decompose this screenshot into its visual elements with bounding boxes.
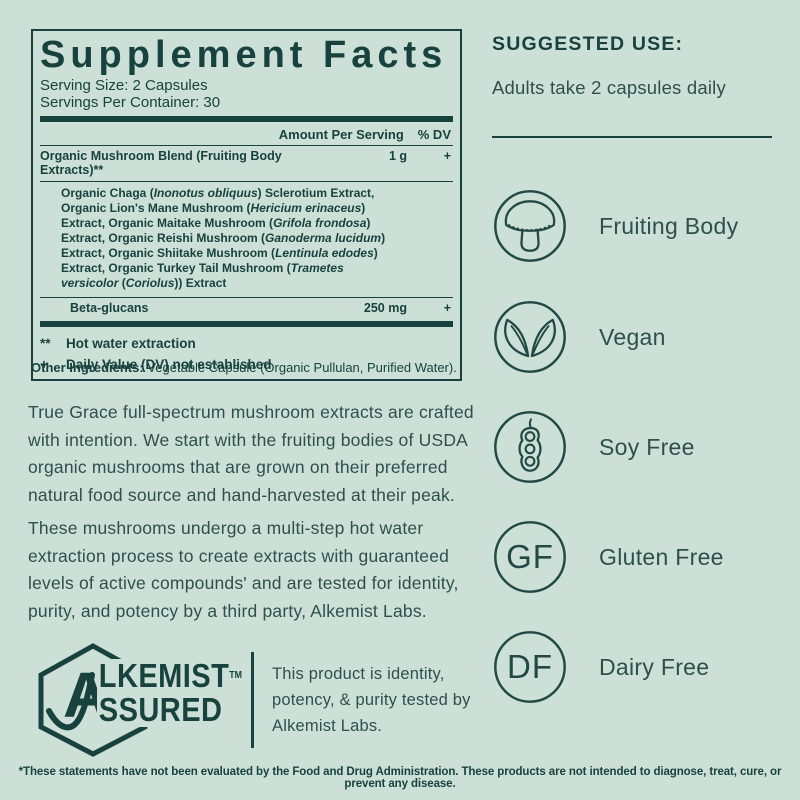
vertical-divider (251, 652, 254, 748)
badge-gluten-free: GF Gluten Free (492, 519, 724, 595)
ingredient-amount: 1 g (388, 149, 407, 163)
badge-fruiting-body: Fruiting Body (492, 188, 738, 264)
suggested-use-heading: SUGGESTED USE: (492, 33, 684, 55)
footnote-text: Daily Value (DV) not established (66, 357, 272, 372)
other-ingredients: Other Ingredients: Vegetable Capsule (Or… (31, 360, 471, 376)
suggested-use-text: Adults take 2 capsules daily (492, 77, 726, 98)
alkemist-line2: SSURED (97, 693, 244, 727)
badge-label: Soy Free (599, 433, 695, 460)
ingredient-dv: + (443, 301, 451, 315)
ingredient-name: Organic Mushroom Blend (Fruiting Body Ex… (40, 149, 282, 177)
footnote-symbol: + (40, 357, 48, 372)
badge-soy-free: Soy Free (492, 409, 695, 485)
gf-monogram-text: GF (506, 538, 554, 575)
thin-rule (40, 297, 453, 298)
alkemist-assured-logo: A LKEMISTTM SSURED (33, 641, 244, 759)
amount-per-serving-header: Amount Per Serving (278, 127, 404, 142)
horizontal-divider (492, 136, 772, 138)
thin-rule (40, 145, 453, 146)
description-paragraph-1: True Grace full-spectrum mushroom extrac… (28, 402, 474, 505)
thick-divider-bar (40, 321, 453, 327)
footnote: ** Hot water extraction (40, 331, 453, 352)
footnote-text: Hot water extraction (66, 336, 196, 351)
percent-dv-header: % DV (417, 127, 451, 142)
soybean-icon (492, 409, 568, 485)
badge-vegan: Vegan (492, 299, 666, 375)
leaf-icon (492, 299, 568, 375)
serving-size: Serving Size: 2 Capsules (40, 77, 208, 94)
other-ingredients-value: Vegetable Capsule (Organic Pullulan, Pur… (147, 360, 457, 375)
description-paragraph-2: These mushrooms undergo a multi-step hot… (28, 518, 459, 621)
column-header-row: Amount Per Serving % DV (40, 126, 453, 145)
suggested-use-section: SUGGESTED USE: Adults take 2 capsules da… (492, 33, 782, 138)
df-monogram-text: DF (507, 648, 553, 685)
footnote-symbol: ** (40, 336, 51, 351)
alkemist-caption: This product is identity, potency, & pur… (272, 665, 471, 735)
alkemist-assured-block: A LKEMISTTM SSURED This product is ident… (33, 641, 473, 759)
ingredient-dv: + (443, 149, 451, 163)
thick-divider-bar (40, 116, 453, 122)
table-row: Beta-glucans 250 mg + (40, 298, 453, 319)
footnote: + Daily Value (DV) not established (40, 352, 453, 373)
supplement-facts-panel: Supplement Facts Serving Size: 2 Capsule… (31, 29, 462, 381)
badge-dairy-free: DF Dairy Free (492, 629, 709, 705)
gf-monogram-icon: GF (492, 519, 568, 595)
trademark-symbol: TM (229, 670, 243, 681)
ingredient-name: Beta-glucans (70, 301, 149, 315)
badge-label: Fruiting Body (599, 212, 739, 239)
alkemist-line1: LKEMISTTM (97, 657, 244, 694)
supplement-facts-title: Supplement Facts (40, 34, 448, 76)
mushroom-icon (492, 188, 568, 264)
fda-disclaimer: *These statements have not been evaluate… (18, 766, 782, 790)
df-monogram-icon: DF (492, 629, 568, 705)
badge-label: Dairy Free (599, 653, 710, 680)
ingredient-amount: 250 mg (363, 301, 407, 315)
alkemist-brand-text: LKEMISTTM SSURED (97, 659, 244, 727)
thin-rule (40, 181, 453, 182)
mushroom-blend-description: Organic Chaga (Inonotus obliquus) Sclero… (61, 186, 386, 290)
badge-label: Gluten Free (599, 543, 724, 570)
table-row: Organic Mushroom Blend (Fruiting Body Ex… (40, 146, 453, 181)
servings-per-container: Servings Per Container: 30 (40, 94, 221, 111)
badge-label: Vegan (599, 323, 666, 350)
other-ingredients-label: Other Ingredients: (31, 360, 144, 375)
